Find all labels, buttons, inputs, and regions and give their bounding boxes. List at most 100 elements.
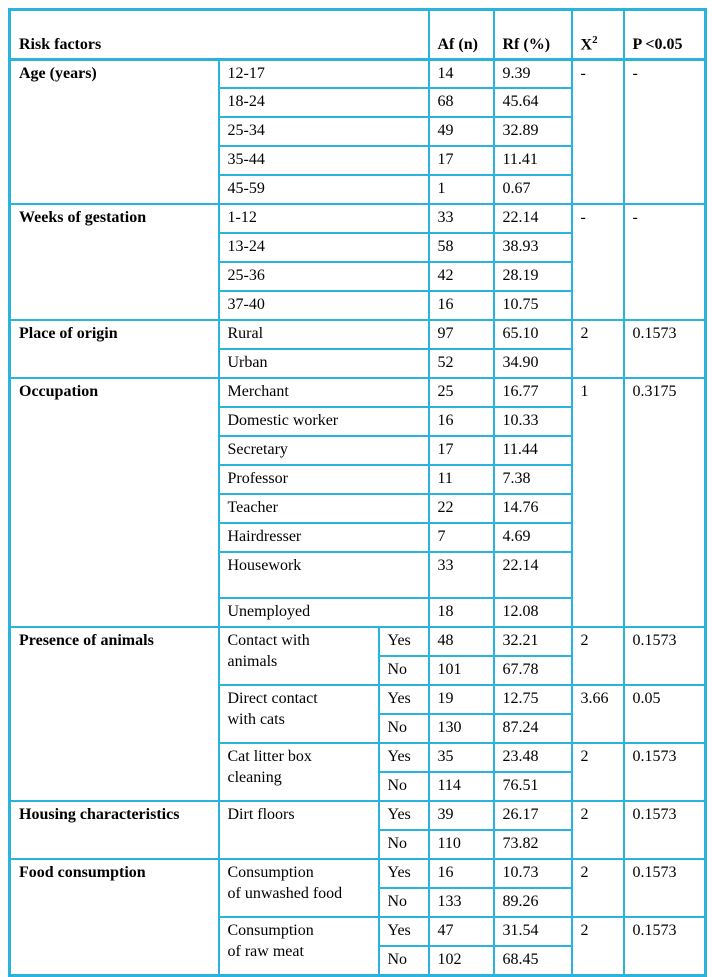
table-row: Food consumption Consumption of unwashed … — [8, 858, 707, 977]
af-value-cell: 52 — [427, 348, 495, 380]
subcategory-cell: Consumption of raw meat — [217, 916, 380, 977]
subcategory-cell: Urban — [217, 348, 430, 380]
rf-value-cell: 34.90 — [492, 348, 573, 380]
p-value-cell: 0.1573 — [622, 319, 707, 380]
yes-no-cell: Yes — [377, 742, 430, 774]
table-row: Housework 33 22.14 — [10, 551, 706, 600]
header-af-n-label: Af (n) — [437, 35, 478, 53]
af-value-cell: 114 — [427, 771, 495, 803]
subcategory-cell: 35-44 — [217, 145, 430, 177]
af-value-cell: 102 — [427, 945, 495, 977]
table-row: Cat litter box cleaning Yes 35 23.48 2 0.1573 — [10, 742, 707, 803]
yes-no-cell: Yes — [377, 800, 430, 832]
af-value-cell: 39 — [427, 800, 495, 832]
rf-value-cell: 26.17 — [492, 800, 573, 832]
group-cell: Food consumption — [8, 858, 220, 977]
chi-square-value-cell: 2 — [570, 742, 625, 803]
table-row: Hairdresser 7 4.69 — [10, 522, 706, 554]
subcategory-cell: 25-34 — [217, 116, 430, 148]
subcategory-cell: 1-12 — [217, 203, 430, 235]
subcategory-cell: Direct contact with cats — [217, 684, 380, 745]
subcategory-cell: Domestic worker — [217, 406, 430, 438]
chi-square-value-cell: 2 — [570, 858, 625, 919]
af-value-cell: 17 — [427, 435, 495, 467]
p-value-cell: 0.1573 — [622, 858, 707, 919]
table-row: Domestic worker 16 10.33 — [10, 406, 706, 438]
rf-value-cell: 68.45 — [492, 945, 573, 977]
table-row: Presence of animals Contact with animals Y… — [8, 626, 707, 803]
header-risk-factors: Risk factors — [8, 8, 430, 61]
rf-value-cell: 14.76 — [492, 493, 573, 525]
yes-no-cell: Yes — [377, 684, 430, 716]
rf-value-cell: 22.14 — [492, 551, 573, 600]
af-value-cell: 11 — [427, 464, 495, 496]
subcategory-cell: 18-24 — [217, 87, 430, 119]
p-value-cell: - — [622, 203, 707, 322]
chi-square-value-cell: - — [570, 58, 625, 206]
table-row: No 102 68.45 — [10, 945, 706, 977]
table-row: No 133 89.26 — [10, 887, 706, 919]
table-row: 25-36 42 28.19 — [10, 261, 706, 293]
af-value-cell: 25 — [427, 377, 495, 409]
table-row: No 114 76.51 — [10, 771, 706, 803]
chi-square-value-cell: 2 — [570, 319, 625, 380]
rf-value-cell: 32.89 — [492, 116, 573, 148]
subcategory-cell: Secretary — [217, 435, 430, 467]
table-row: 25-34 49 32.89 — [10, 116, 706, 148]
rf-value-cell: 7.38 — [492, 464, 573, 496]
p-value-cell: 0.1573 — [622, 742, 707, 803]
yes-no-cell: No — [377, 829, 430, 861]
table-row: Secretary 17 11.44 — [10, 435, 706, 467]
group-cell: Presence of animals — [8, 626, 220, 803]
subcategory-cell: 37-40 — [217, 290, 430, 322]
rf-value-cell: 0.67 — [492, 174, 573, 206]
yes-no-cell: No — [377, 887, 430, 919]
chi-square-value-cell: - — [570, 203, 625, 322]
rf-value-cell: 22.14 — [492, 203, 573, 235]
header-af-n: Af (n) — [427, 8, 495, 61]
risk-factors-table: Risk factors Af (n) Rf (%) X2 P <0.05 Ag… — [8, 8, 707, 977]
af-value-cell: 130 — [427, 713, 495, 745]
yes-no-cell: Yes — [377, 858, 430, 890]
af-value-cell: 16 — [427, 290, 495, 322]
p-value-cell: 0.1573 — [622, 916, 707, 977]
table-row: Weeks of gestation 1-12 33 22.14- - — [8, 203, 707, 322]
header-rf-pct-label: Rf (%) — [502, 35, 551, 53]
rf-value-cell: 28.19 — [492, 261, 573, 293]
rf-value-cell: 12.08 — [492, 597, 573, 629]
table-row: Age (years) 12-17 14 9.39- - — [8, 58, 707, 206]
chi-square-value-cell: 3.66 — [570, 684, 625, 745]
rf-value-cell: 10.33 — [492, 406, 573, 438]
rf-value-cell: 4.69 — [492, 522, 573, 554]
rf-value-cell: 65.10 — [492, 319, 573, 351]
subcategory-cell: Rural — [217, 319, 430, 351]
af-value-cell: 68 — [427, 87, 495, 119]
p-value-cell: 0.1573 — [622, 800, 707, 861]
rf-value-cell: 10.75 — [492, 290, 573, 322]
header-row: Risk factors Af (n) Rf (%) X2 P <0.05 — [8, 8, 707, 61]
table-row: 35-44 17 11.41 — [10, 145, 706, 177]
subcategory-cell: Dirt floors — [217, 800, 380, 861]
af-value-cell: 1 — [427, 174, 495, 206]
af-value-cell: 97 — [427, 319, 495, 351]
chi-square-value-cell: 2 — [570, 626, 625, 687]
group-cell: Weeks of gestation — [8, 203, 220, 322]
table-row: Consumption of raw meat Yes 47 31.54 2 0.1573 — [10, 916, 707, 977]
table-row: 45-59 1 0.67 — [10, 174, 706, 206]
rf-value-cell: 31.54 — [492, 916, 573, 948]
p-value-cell: - — [622, 58, 707, 206]
rf-value-cell: 9.39 — [492, 58, 573, 90]
yes-no-cell: No — [377, 655, 430, 687]
rf-value-cell: 67.78 — [492, 655, 573, 687]
af-value-cell: 16 — [427, 858, 495, 890]
table-body: Age (years) 12-17 14 9.39- -18-24 68 45.64 25-3… — [8, 58, 707, 977]
rf-value-cell: 76.51 — [492, 771, 573, 803]
group-cell: Age (years) — [8, 58, 220, 206]
chi-square-value-cell: 2 — [570, 916, 625, 977]
header-p-value: P <0.05 — [622, 8, 707, 61]
subcategory-cell: Unemployed — [217, 597, 430, 629]
header-risk-factors-label: Risk factors — [19, 35, 102, 53]
header-chi-square-base: X — [580, 36, 593, 54]
table-row: Unemployed 18 12.08 — [10, 597, 706, 629]
